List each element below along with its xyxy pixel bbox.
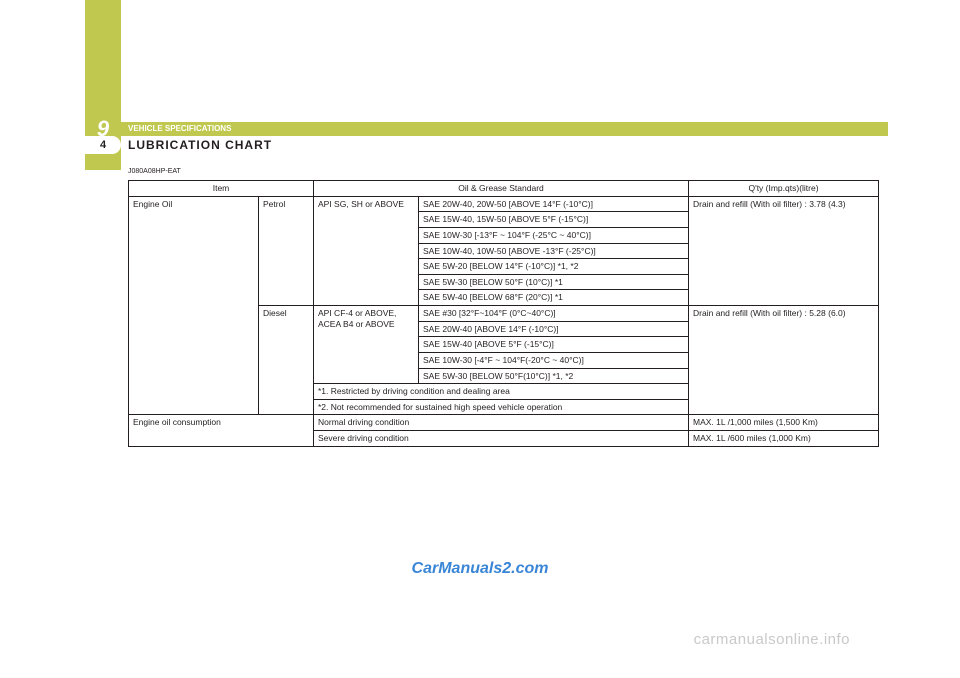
table-header-row: Item Oil & Grease Standard Q'ty (Imp.qts… <box>129 181 879 197</box>
page-title: LUBRICATION CHART <box>128 138 272 152</box>
cell-std: SAE 5W-30 [BELOW 50°F(10°C)] *1, *2 <box>419 368 689 384</box>
cell-petrol-qty: Drain and refill (With oil filter) : 3.7… <box>689 196 879 305</box>
table-row: Engine Oil Petrol API SG, SH or ABOVE SA… <box>129 196 879 212</box>
cell-std: SAE 5W-30 [BELOW 50°F (10°C)] *1 <box>419 274 689 290</box>
cell-normal-cond: Normal driving condition <box>314 415 689 431</box>
cell-petrol-spec: API SG, SH or ABOVE <box>314 196 419 305</box>
col-std: Oil & Grease Standard <box>314 181 689 197</box>
cell-note1: *1. Restricted by driving condition and … <box>314 384 689 400</box>
cell-std: SAE 5W-40 [BELOW 68°F (20°C)] *1 <box>419 290 689 306</box>
cell-std: SAE 15W-40 [ABOVE 5°F (-15°C)] <box>419 337 689 353</box>
document-code: J080A08HP-EAT <box>128 168 181 175</box>
cell-severe-qty: MAX. 1L /600 miles (1,000 Km) <box>689 431 879 447</box>
cell-std: SAE 15W-40, 15W-50 [ABOVE 5°F (-15°C)] <box>419 212 689 228</box>
col-qty: Q'ty (Imp.qts)(litre) <box>689 181 879 197</box>
cell-diesel: Diesel <box>259 306 314 415</box>
cell-severe-cond: Severe driving condition <box>314 431 689 447</box>
cell-note2: *2. Not recommended for sustained high s… <box>314 399 689 415</box>
cell-std: SAE 20W-40 [ABOVE 14°F (-10°C)] <box>419 321 689 337</box>
cell-std: SAE 10W-30 [-13°F ~ 104°F (-25°C ~ 40°C)… <box>419 227 689 243</box>
watermark-corner: carmanualsonline.info <box>694 631 850 648</box>
cell-diesel-spec: API CF-4 or ABOVE, ACEA B4 or ABOVE <box>314 306 419 384</box>
cell-std: SAE #30 [32°F~104°F (0°C~40°C)] <box>419 306 689 322</box>
section-label: VEHICLE SPECIFICATIONS <box>128 124 231 133</box>
cell-std: SAE 20W-40, 20W-50 [ABOVE 14°F (-10°C)] <box>419 196 689 212</box>
lubrication-table: Item Oil & Grease Standard Q'ty (Imp.qts… <box>128 180 878 447</box>
cell-petrol: Petrol <box>259 196 314 305</box>
cell-diesel-qty: Drain and refill (With oil filter) : 5.2… <box>689 306 879 415</box>
cell-normal-qty: MAX. 1L /1,000 miles (1,500 Km) <box>689 415 879 431</box>
cell-std: SAE 10W-40, 10W-50 [ABOVE -13°F (-25°C)] <box>419 243 689 259</box>
table-row: Engine oil consumption Normal driving co… <box>129 415 879 431</box>
cell-std: SAE 5W-20 [BELOW 14°F (-10°C)] *1, *2 <box>419 259 689 275</box>
section-label-bar: VEHICLE SPECIFICATIONS <box>120 122 888 136</box>
cell-std: SAE 10W-30 [-4°F ~ 104°F(-20°C ~ 40°C)] <box>419 352 689 368</box>
col-item: Item <box>129 181 314 197</box>
page-number: 4 <box>85 136 121 154</box>
cell-consumption-label: Engine oil consumption <box>129 415 314 446</box>
watermark-center: CarManuals2.com <box>0 560 960 578</box>
cell-engine-oil: Engine Oil <box>129 196 259 415</box>
